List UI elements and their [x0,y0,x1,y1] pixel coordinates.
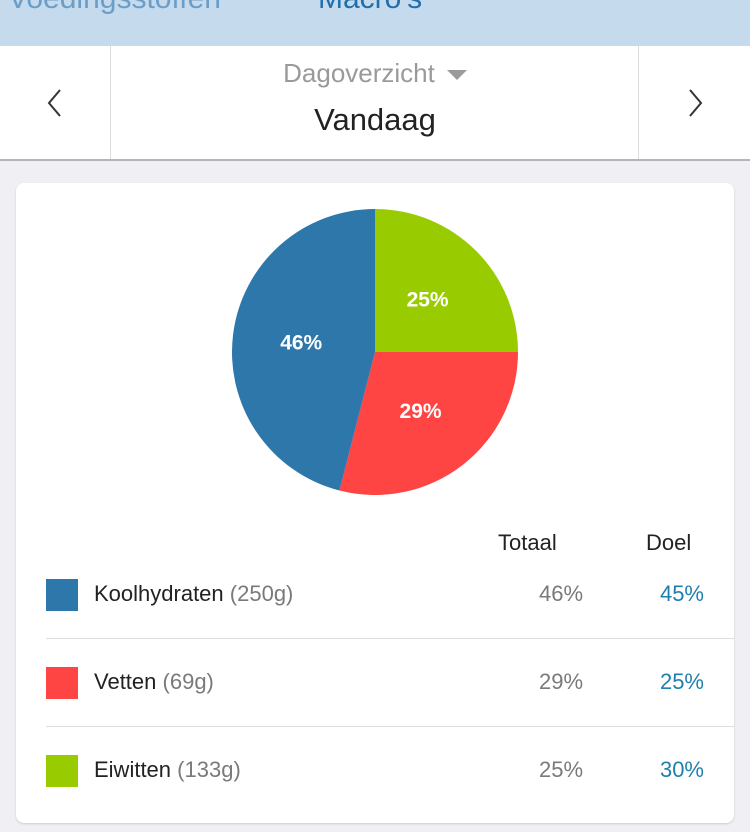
macro-row: Eiwitten (133g) 25% 30% [46,726,734,814]
macro-name: Vetten (69g) [94,669,214,695]
pie-slice-eiwitten [375,209,518,352]
column-header-total: Totaal [498,530,557,555]
macro-name: Koolhydraten (250g) [94,581,293,607]
macro-total: 25% [538,757,584,782]
macro-goal: 30% [659,757,704,782]
tab-macros[interactable]: Macro's [318,0,422,16]
macro-grams: (69g) [162,669,214,694]
chevron-left-icon [47,88,61,117]
caret-down-icon [446,70,467,81]
date-navigator: Dagoverzicht Vandaag [0,46,750,161]
macro-label: Vetten [94,669,157,694]
macro-row: Koolhydraten (250g) 46% 45% [46,550,734,639]
macro-label: Eiwitten [94,757,172,782]
macro-name: Eiwitten (133g) [94,757,241,783]
macro-grams: (250g) [229,581,294,606]
macro-total: 46% [538,581,584,606]
color-swatch [46,667,78,699]
chevron-right-icon [688,88,702,117]
previous-day-button[interactable] [0,46,111,159]
macro-grams: (133g) [177,757,241,782]
column-header-goal: Doel [646,530,692,555]
macro-total: 29% [538,669,584,694]
macro-label: Koolhydraten [94,581,224,606]
pie-label: 46% [280,332,322,355]
current-day: Vandaag [314,102,436,137]
view-mode-dropdown[interactable]: Dagoverzicht [111,58,639,89]
tab-voedingsstoffen[interactable]: Voedingsstoffen [8,0,221,16]
pie-label: 25% [407,288,449,311]
pie-slice-vetten [339,352,518,495]
macro-row: Vetten (69g) 29% 25% [46,638,734,727]
tab-bar: Voedingsstoffen Macro's [0,0,750,46]
view-mode-label: Dagoverzicht [283,58,435,88]
next-day-button[interactable] [638,46,750,159]
pie-slice-koolhydraten [232,209,375,491]
color-swatch [46,755,78,787]
macro-goal: 25% [659,669,704,694]
color-swatch [46,579,78,611]
pie-label: 29% [400,400,442,423]
macro-pie-chart: 25% 29% 46% [232,209,518,495]
macros-card: 25% 29% 46% Totaal Doel Koolhydraten (250g… [16,183,734,823]
macro-goal: 45% [659,581,704,606]
